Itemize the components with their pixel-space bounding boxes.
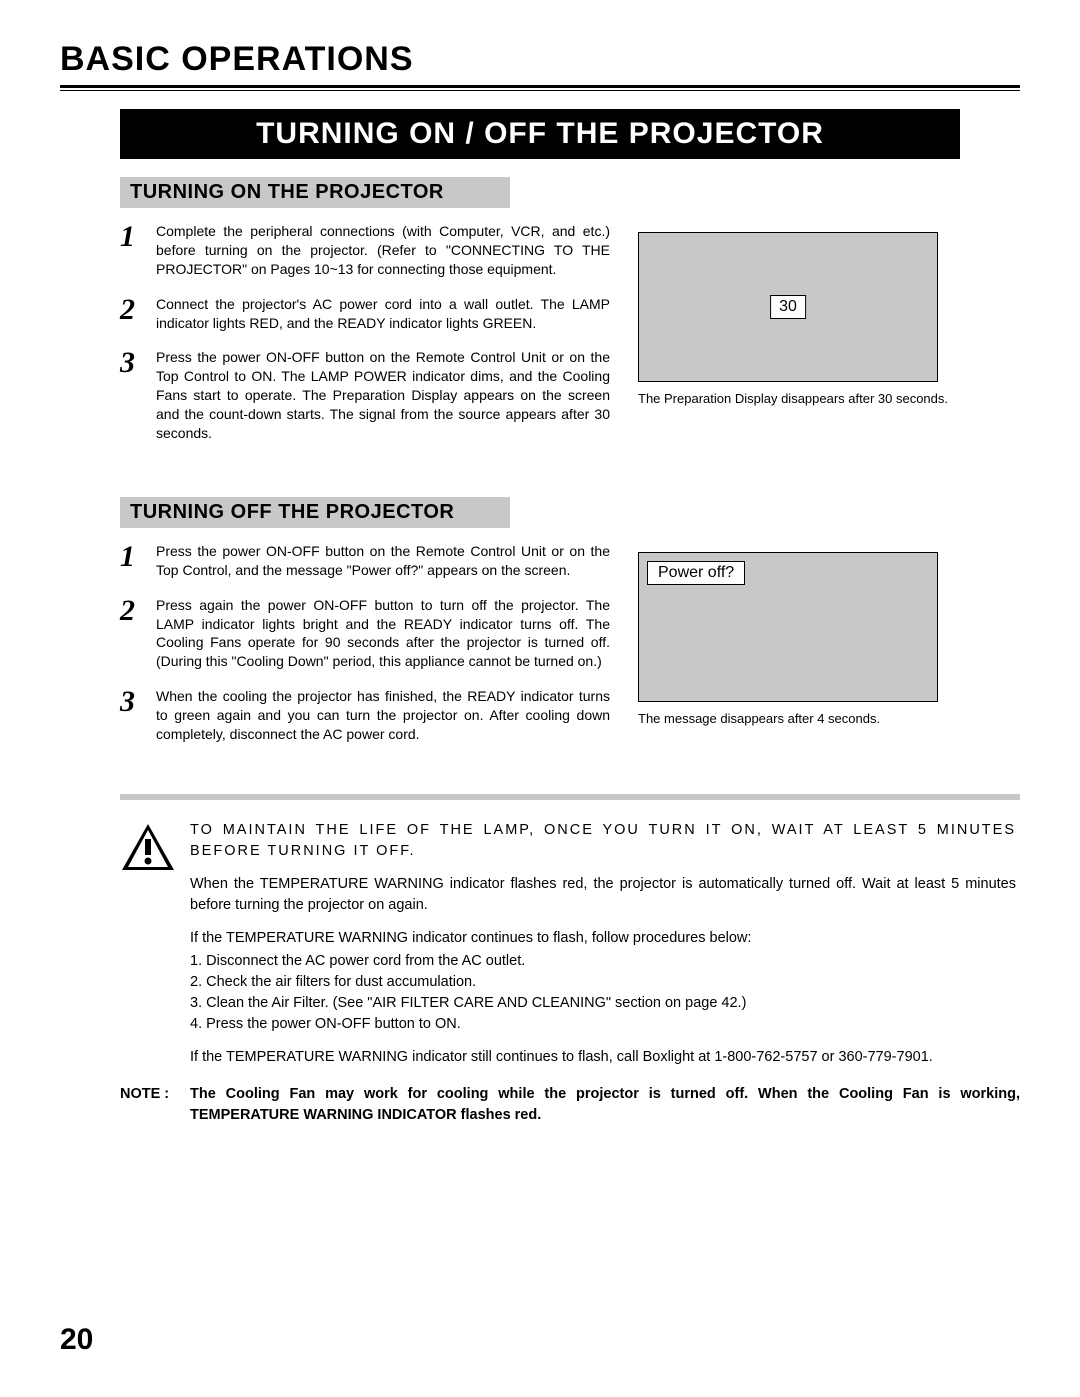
subheading-on: TURNING ON THE PROJECTOR bbox=[120, 177, 510, 208]
warning-icon bbox=[120, 822, 176, 872]
divider-thick bbox=[60, 85, 1020, 88]
warning-list-item: 1. Disconnect the AC power cord from the… bbox=[190, 951, 1016, 972]
step-text: Press the power ON-OFF button on the Rem… bbox=[156, 348, 610, 442]
warning-divider bbox=[120, 794, 1020, 800]
step-text: Press again the power ON-OFF button to t… bbox=[156, 596, 610, 672]
warning-list-item: 4. Press the power ON-OFF button to ON. bbox=[190, 1014, 1016, 1035]
step-number: 3 bbox=[120, 348, 156, 442]
off-figure: Power off? The message disappears after … bbox=[638, 542, 968, 760]
step-number: 1 bbox=[120, 222, 156, 279]
step: 1 Press the power ON-OFF button on the R… bbox=[120, 542, 610, 580]
warning-text: TO MAINTAIN THE LIFE OF THE LAMP, ONCE Y… bbox=[190, 820, 1020, 1080]
off-steps: 1 Press the power ON-OFF button on the R… bbox=[120, 542, 610, 760]
step-number: 1 bbox=[120, 542, 156, 580]
chapter-title: BASIC OPERATIONS bbox=[60, 40, 1020, 79]
step-text: Press the power ON-OFF button on the Rem… bbox=[156, 542, 610, 580]
on-columns: 1 Complete the peripheral connections (w… bbox=[120, 222, 1020, 459]
on-steps: 1 Complete the peripheral connections (w… bbox=[120, 222, 610, 459]
poweroff-display-screen: Power off? bbox=[638, 552, 938, 702]
subheading-off: TURNING OFF THE PROJECTOR bbox=[120, 497, 510, 528]
countdown-value: 30 bbox=[770, 295, 806, 319]
preparation-display-screen: 30 bbox=[638, 232, 938, 382]
page-number: 20 bbox=[60, 1323, 93, 1357]
off-columns: 1 Press the power ON-OFF button on the R… bbox=[120, 542, 1020, 760]
note-block: NOTE :The Cooling Fan may work for cooli… bbox=[120, 1084, 1020, 1126]
step-text: Connect the projector's AC power cord in… bbox=[156, 295, 610, 333]
figure-caption: The Preparation Display disappears after… bbox=[638, 390, 968, 408]
step-text: When the cooling the projector has finis… bbox=[156, 687, 610, 744]
warning-block: TO MAINTAIN THE LIFE OF THE LAMP, ONCE Y… bbox=[120, 820, 1020, 1080]
note-text: The Cooling Fan may work for cooling whi… bbox=[190, 1084, 1020, 1126]
warning-para: When the TEMPERATURE WARNING indicator f… bbox=[190, 874, 1016, 916]
warning-lead: TO MAINTAIN THE LIFE OF THE LAMP, ONCE Y… bbox=[190, 820, 1016, 862]
step-number: 2 bbox=[120, 295, 156, 333]
divider-thin bbox=[60, 90, 1020, 91]
warning-list-item: 3. Clean the Air Filter. (See "AIR FILTE… bbox=[190, 993, 1016, 1014]
section-banner: TURNING ON / OFF THE PROJECTOR bbox=[120, 109, 960, 159]
note-label: NOTE : bbox=[120, 1084, 190, 1105]
warning-para: If the TEMPERATURE WARNING indicator sti… bbox=[190, 1047, 1016, 1068]
step-number: 2 bbox=[120, 596, 156, 672]
warning-list-item: 2. Check the air filters for dust accumu… bbox=[190, 972, 1016, 993]
figure-caption: The message disappears after 4 seconds. bbox=[638, 710, 968, 728]
warning-icon-wrap bbox=[120, 820, 190, 1080]
step-number: 3 bbox=[120, 687, 156, 744]
warning-para: If the TEMPERATURE WARNING indicator con… bbox=[190, 928, 1016, 949]
step: 3 When the cooling the projector has fin… bbox=[120, 687, 610, 744]
step: 2 Press again the power ON-OFF button to… bbox=[120, 596, 610, 672]
poweroff-prompt: Power off? bbox=[647, 561, 745, 585]
step: 2 Connect the projector's AC power cord … bbox=[120, 295, 610, 333]
step: 1 Complete the peripheral connections (w… bbox=[120, 222, 610, 279]
on-figure: 30 The Preparation Display disappears af… bbox=[638, 222, 968, 459]
step-text: Complete the peripheral connections (wit… bbox=[156, 222, 610, 279]
step: 3 Press the power ON-OFF button on the R… bbox=[120, 348, 610, 442]
manual-page: BASIC OPERATIONS TURNING ON / OFF THE PR… bbox=[0, 0, 1080, 1397]
